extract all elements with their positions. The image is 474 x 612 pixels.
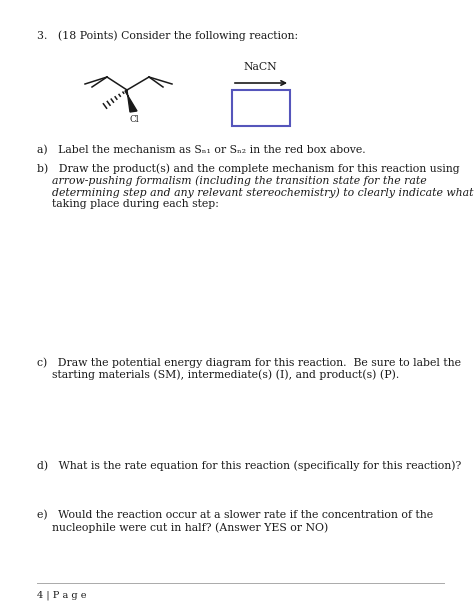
Text: starting materials (SM), intermediate(s) (I), and product(s) (P).: starting materials (SM), intermediate(s)… bbox=[52, 369, 399, 379]
Text: b)   Draw the product(s) and the complete mechanism for this reaction using: b) Draw the product(s) and the complete … bbox=[37, 163, 460, 174]
Text: c)   Draw the potential energy diagram for this reaction.  Be sure to label the: c) Draw the potential energy diagram for… bbox=[37, 357, 461, 368]
Text: e)   Would the reaction occur at a slower rate if the concentration of the: e) Would the reaction occur at a slower … bbox=[37, 510, 433, 520]
Text: arrow-pushing formalism (including the transition state for the rate: arrow-pushing formalism (including the t… bbox=[52, 175, 427, 185]
Bar bbox=[232, 90, 290, 126]
Text: 4 | P a g e: 4 | P a g e bbox=[37, 590, 86, 600]
Text: a)   Label the mechanism as Sₙ₁ or Sₙ₂ in the red box above.: a) Label the mechanism as Sₙ₁ or Sₙ₂ in … bbox=[37, 145, 365, 155]
Text: taking place during each step:: taking place during each step: bbox=[52, 199, 219, 209]
Text: NaCN: NaCN bbox=[243, 62, 277, 72]
Text: determining step and any relevant stereochemistry) to clearly indicate what is: determining step and any relevant stereo… bbox=[52, 187, 474, 198]
Text: 3.   (18 Points) Consider the following reaction:: 3. (18 Points) Consider the following re… bbox=[37, 30, 298, 40]
Polygon shape bbox=[125, 90, 137, 112]
Text: Cl: Cl bbox=[130, 115, 140, 124]
Text: d)   What is the rate equation for this reaction (specifically for this reaction: d) What is the rate equation for this re… bbox=[37, 460, 461, 471]
Text: nucleophile were cut in half? (Answer YES or NO): nucleophile were cut in half? (Answer YE… bbox=[52, 522, 328, 532]
